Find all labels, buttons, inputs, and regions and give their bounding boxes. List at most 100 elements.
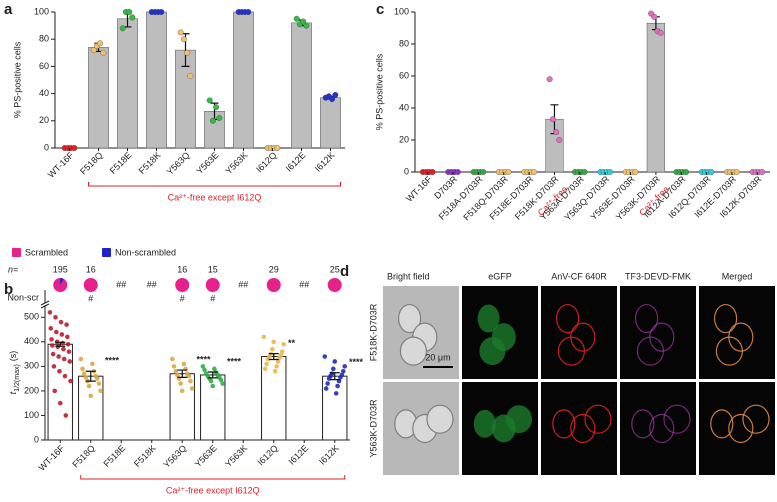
data-point	[175, 372, 180, 378]
data-point	[61, 346, 66, 352]
cell	[649, 413, 675, 444]
data-point	[210, 383, 216, 389]
x-tick-label: Y563K	[223, 150, 249, 176]
data-point	[556, 137, 563, 143]
error-bar	[85, 370, 96, 382]
data-point	[78, 356, 84, 362]
data-point	[329, 96, 336, 102]
data-point	[275, 359, 281, 364]
marker: ##	[238, 279, 248, 289]
data-point	[81, 371, 87, 377]
x-tick-label: F518K	[132, 443, 158, 469]
cell	[631, 409, 655, 439]
data-point	[293, 15, 300, 22]
x-tick-label: WT-16F	[37, 443, 67, 473]
data-point	[333, 391, 339, 396]
y-tick-label: 200	[24, 385, 39, 395]
cell	[715, 336, 744, 366]
cell	[636, 336, 665, 366]
data-point	[326, 376, 332, 381]
data-point	[480, 169, 487, 175]
legend-label: Non-scrambled	[115, 247, 176, 257]
marker: #	[180, 293, 185, 303]
cell	[557, 336, 586, 366]
data-point	[245, 9, 252, 15]
data-point	[97, 40, 104, 47]
legend-label: Scrambled	[25, 247, 68, 257]
data-point	[651, 13, 658, 20]
data-point	[57, 400, 63, 406]
pie-slice	[266, 278, 281, 292]
cell	[742, 404, 770, 434]
marker: ##	[299, 279, 309, 289]
data-point	[53, 329, 59, 335]
cell	[663, 404, 691, 434]
data-point	[60, 340, 65, 346]
n-value: 25	[330, 264, 340, 274]
y-tick-label: 100	[24, 410, 39, 420]
panel-label: c	[376, 1, 384, 18]
data-point	[274, 364, 279, 369]
cell	[710, 409, 734, 439]
data-point	[65, 334, 70, 340]
column-header: Merged	[722, 271, 753, 281]
marker: #	[210, 293, 215, 303]
data-point	[56, 354, 61, 359]
pie-slice	[60, 278, 64, 285]
data-point	[429, 169, 436, 175]
x-tick-label: WT-16F	[46, 150, 76, 180]
y-axis-label-sub: 1/2(max)	[14, 364, 21, 392]
y-tick-label: 0	[34, 434, 39, 444]
data-point	[158, 9, 165, 15]
column-header: eGFP	[488, 271, 512, 281]
axis-break	[40, 300, 50, 309]
data-point	[96, 381, 102, 386]
data-point	[173, 368, 178, 374]
data-point	[88, 393, 94, 399]
cell	[713, 303, 738, 334]
y-tick-label: 60	[399, 70, 409, 80]
data-point	[332, 92, 339, 98]
bar	[322, 375, 348, 441]
panel-label: a	[4, 1, 13, 18]
column-header: TF3-DEVD-FMK	[625, 271, 691, 281]
cell	[473, 409, 496, 438]
data-point	[279, 349, 285, 354]
data-point	[322, 354, 328, 359]
data-point	[323, 386, 329, 391]
bracket	[88, 182, 341, 187]
data-point	[179, 388, 185, 394]
marker: ##	[116, 279, 126, 289]
x-tick-label: F518Q	[70, 443, 97, 470]
data-point	[67, 359, 73, 364]
y-tick-label: 80	[399, 38, 409, 48]
significance: **	[288, 338, 296, 348]
data-point	[546, 76, 553, 83]
data-point	[262, 366, 268, 372]
data-point	[59, 332, 65, 337]
data-point	[708, 169, 715, 175]
data-point	[212, 366, 217, 372]
x-tick-label: Y563E	[194, 150, 220, 176]
bar	[146, 11, 167, 149]
y-tick-label: 80	[39, 34, 49, 44]
image-panel	[699, 286, 775, 379]
cell	[552, 409, 576, 439]
column-header: AnV-CF 640R	[551, 271, 607, 281]
marker: ##	[147, 279, 157, 289]
legend-swatch	[102, 248, 111, 257]
pie-slice	[327, 278, 342, 292]
data-point	[553, 129, 560, 135]
image-panel	[620, 382, 696, 475]
data-point	[58, 319, 64, 325]
data-point	[206, 97, 213, 104]
data-point	[57, 368, 62, 374]
bar	[233, 11, 254, 149]
data-point	[62, 373, 68, 379]
data-point	[177, 29, 184, 36]
data-point	[454, 169, 461, 175]
top-label: Non-scr	[7, 292, 39, 302]
data-point	[80, 366, 85, 372]
cell	[728, 413, 754, 444]
data-point	[335, 383, 340, 389]
